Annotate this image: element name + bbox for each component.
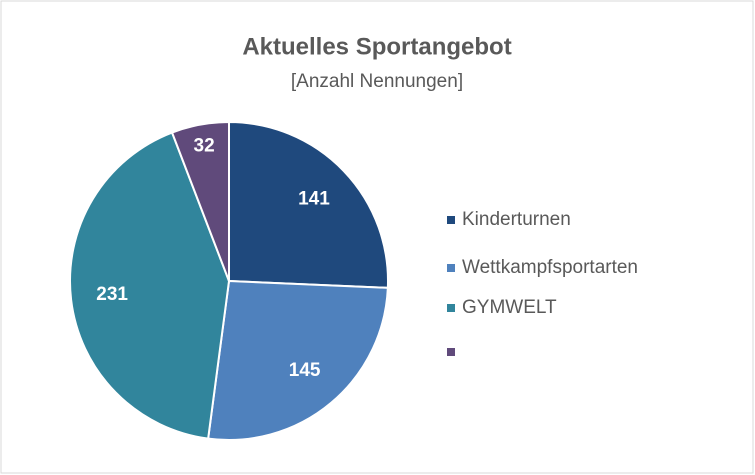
data-label: 32 (194, 136, 215, 157)
pie-slice (207, 279, 389, 441)
legend-swatch (447, 216, 455, 224)
pie-slice (170, 120, 230, 282)
data-label: 231 (96, 284, 128, 305)
legend-label: GYMWELT (462, 297, 557, 318)
data-label: 145 (289, 360, 321, 381)
legend-label: Kinderturnen (462, 209, 571, 230)
chart-subtitle: [Anzahl Nennungen] (291, 71, 463, 92)
legend-swatch (447, 304, 455, 312)
chart-title: Aktuelles Sportangebot (242, 33, 511, 60)
legend-label: Wettkampfsportarten (462, 257, 638, 278)
legend-swatch (447, 348, 455, 356)
pie-slice (228, 120, 389, 289)
data-label: 141 (298, 189, 330, 210)
pie-slice (69, 131, 231, 440)
legend-swatch (447, 264, 455, 272)
